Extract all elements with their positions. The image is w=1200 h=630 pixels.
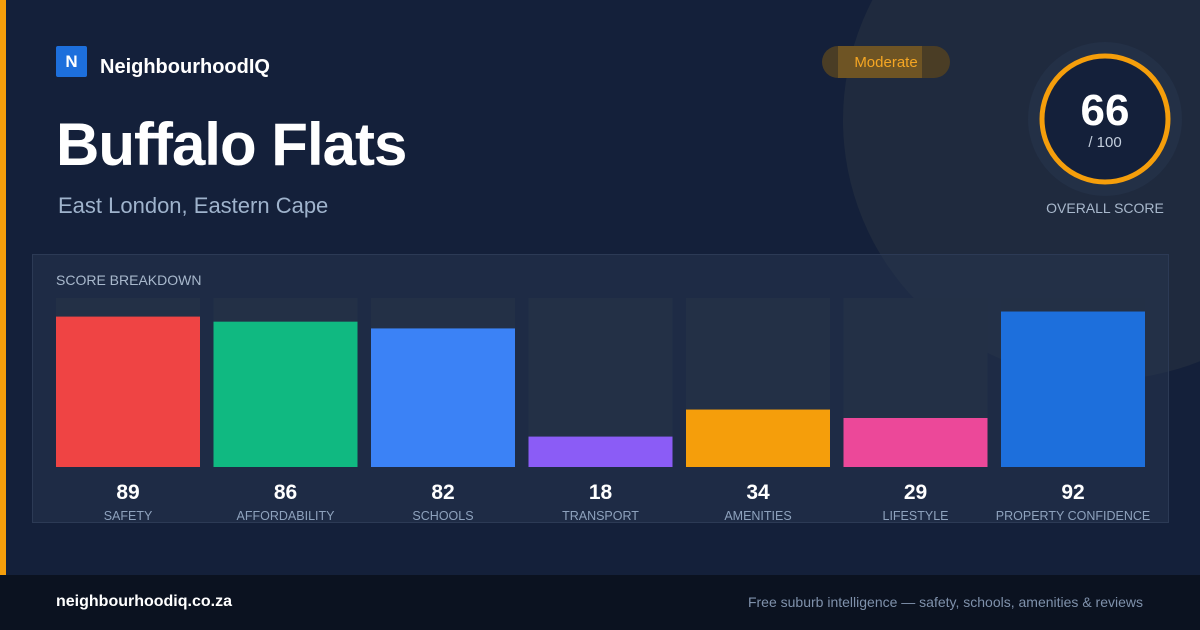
footer-url-link[interactable]: neighbourhoodiq.co.za: [56, 593, 232, 610]
page-title: Buffalo Flats: [56, 111, 407, 178]
brand-logo-icon: N: [56, 46, 87, 77]
location-subtitle: East London, Eastern Cape: [58, 193, 329, 218]
bar-value-amenities: 34: [746, 481, 770, 504]
bar-label-lifestyle: LIFESTYLE: [883, 509, 949, 523]
bar-transport: [528, 436, 673, 467]
bar-label-safety: SAFETY: [104, 509, 153, 523]
score-breakdown-chart: 89 SAFETY 86 AFFORDABILITY 82 SCHOOLS 18 TRANSP…: [56, 298, 1150, 523]
badge-highlight: [838, 46, 922, 78]
overall-score-label: OVERALL SCORE: [1046, 200, 1164, 216]
overall-score-max: / 100: [1088, 134, 1122, 151]
rating-badge-label: Moderate: [854, 53, 918, 71]
bar-value-schools: 82: [431, 481, 454, 504]
rating-badge: Moderate: [822, 46, 950, 78]
bar-value-transport: 18: [589, 481, 613, 504]
score-breakdown-title: SCORE BREAKDOWN: [56, 272, 202, 288]
brand[interactable]: N NeighbourhoodIQ: [56, 46, 270, 78]
brand-name: NeighbourhoodIQ: [100, 56, 270, 78]
bar-amenities: [686, 409, 830, 467]
bar-label-amenities: AMENITIES: [724, 509, 791, 523]
score-ring-inner: [1043, 57, 1167, 181]
footer-tagline: Free suburb intelligence — safety, schoo…: [747, 594, 1143, 610]
bar-affordability: [213, 321, 358, 467]
score-ring: [1039, 53, 1171, 185]
bar-value-safety: 89: [116, 481, 139, 504]
bar-safety: [56, 316, 200, 467]
bar-label-schools: SCHOOLS: [412, 509, 473, 523]
bar-lifestyle: [843, 417, 988, 467]
bar-value-affordability: 86: [274, 481, 297, 504]
overall-score-value: 66: [1080, 86, 1130, 135]
bar-value-lifestyle: 29: [904, 481, 927, 504]
share-card: N NeighbourhoodIQ Buffalo Flats East Lon…: [0, 0, 1200, 575]
footer: neighbourhoodiq.co.za Free suburb intell…: [0, 575, 1200, 630]
accent-stripe: [0, 0, 6, 575]
bar-label-property-confidence: PROPERTY CONFIDENCE: [996, 509, 1150, 523]
bar-schools: [371, 328, 515, 467]
bar-value-property-confidence: 92: [1061, 481, 1084, 504]
overall-score-gauge: 66 / 100: [1028, 42, 1182, 196]
bar-property-confidence: [1001, 311, 1145, 467]
bar-label-affordability: AFFORDABILITY: [237, 509, 336, 523]
bar-label-transport: TRANSPORT: [562, 509, 639, 523]
